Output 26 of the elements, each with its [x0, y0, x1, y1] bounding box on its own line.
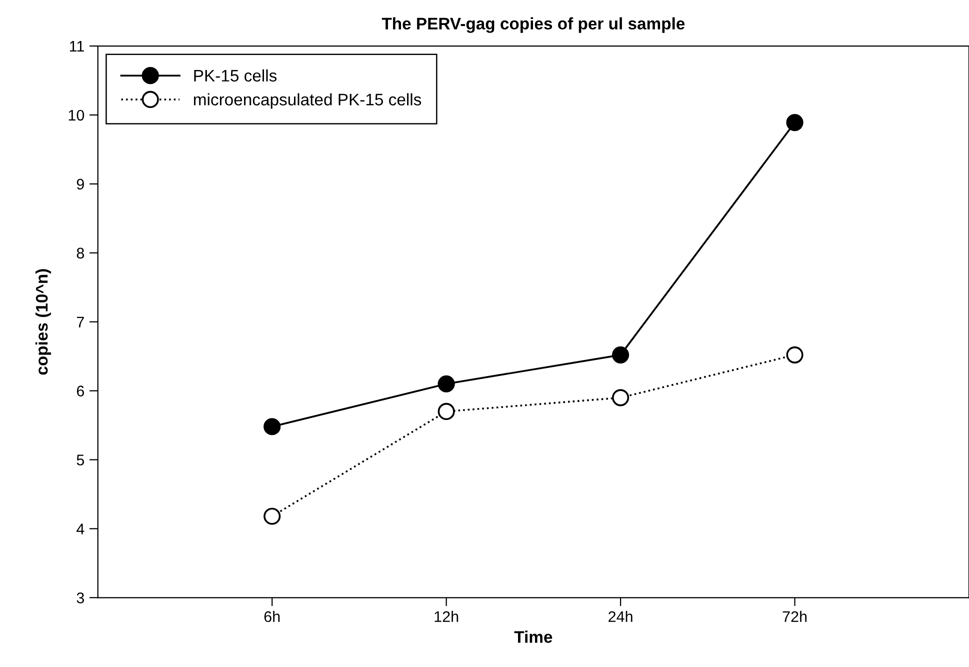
- x-tick-label: 12h: [434, 610, 458, 622]
- y-tick-label: 9: [76, 178, 84, 190]
- y-tick-label: 10: [68, 110, 84, 121]
- point: [786, 114, 804, 132]
- point: [612, 346, 630, 364]
- y-tick-label: 6: [76, 386, 84, 396]
- chart-title: The PERV-gag copies of per ul sample: [382, 17, 685, 33]
- point: [438, 402, 455, 420]
- point: [438, 375, 455, 392]
- point: [264, 418, 281, 436]
- legend-label: PK-15 cells: [194, 69, 277, 82]
- y-tick-label: 3: [76, 592, 84, 604]
- x-tick-label: 24h: [608, 610, 632, 622]
- point: [264, 508, 281, 525]
- y-tick-label: 5: [76, 454, 84, 466]
- y-tick-label: 7: [76, 316, 84, 328]
- point: [786, 346, 804, 364]
- point: [612, 389, 630, 406]
- legend-label: microencapsulated PK-15 cells: [194, 93, 422, 109]
- x-tick-label: 72h: [782, 610, 807, 622]
- y-tick-label: 11: [70, 41, 84, 52]
- y-tick-label: 8: [76, 248, 84, 259]
- x-axis-title: Time: [514, 630, 552, 643]
- y-tick-label: 4: [76, 524, 84, 534]
- y-axis-title: copies (10^n): [35, 269, 52, 375]
- x-tick-label: 6h: [264, 610, 280, 622]
